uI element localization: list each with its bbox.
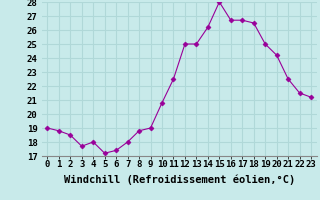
X-axis label: Windchill (Refroidissement éolien,°C): Windchill (Refroidissement éolien,°C)	[64, 175, 295, 185]
